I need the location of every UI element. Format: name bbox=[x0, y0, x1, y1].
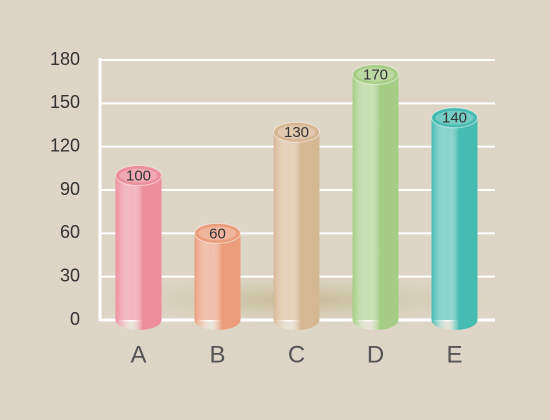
cylinder-top bbox=[431, 107, 478, 129]
value-label: 140 bbox=[442, 110, 467, 127]
y-tick-label: 180 bbox=[50, 49, 80, 69]
bar bbox=[352, 74, 399, 330]
x-tick-label: E bbox=[446, 341, 462, 368]
cylinder-top-highlight bbox=[119, 168, 158, 183]
y-tick-label: 0 bbox=[70, 309, 80, 329]
y-tick-label: 30 bbox=[60, 265, 80, 285]
cylinder-top bbox=[273, 121, 320, 143]
value-label: 100 bbox=[126, 168, 151, 185]
x-tick-label: A bbox=[130, 341, 146, 368]
cylinder-top-highlight bbox=[356, 67, 395, 82]
bar bbox=[273, 132, 320, 330]
cylinder-top-highlight bbox=[198, 226, 237, 241]
y-tick-label: 120 bbox=[50, 135, 80, 155]
y-tick-label: 150 bbox=[50, 92, 80, 112]
y-tick-label: 90 bbox=[60, 179, 80, 199]
cylinder-top bbox=[352, 63, 399, 85]
x-tick-label: D bbox=[367, 341, 384, 368]
cylinder-top bbox=[115, 165, 162, 187]
x-tick-label: C bbox=[288, 341, 305, 368]
cylinder-top-highlight bbox=[435, 110, 474, 125]
bar bbox=[115, 175, 162, 330]
bar bbox=[431, 117, 478, 331]
value-label: 170 bbox=[363, 66, 388, 83]
value-label: 130 bbox=[284, 124, 309, 141]
cylinder-top-highlight bbox=[277, 125, 316, 140]
x-tick-label: B bbox=[209, 341, 225, 368]
bar bbox=[194, 233, 241, 330]
cylinder-top bbox=[194, 222, 241, 244]
value-label: 60 bbox=[209, 225, 226, 242]
y-tick-label: 60 bbox=[60, 222, 80, 242]
